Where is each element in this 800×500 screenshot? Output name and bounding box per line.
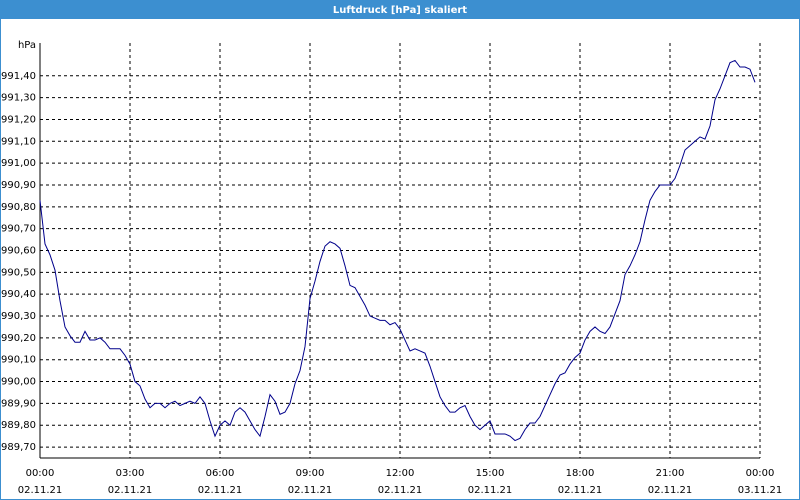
y-tick-label: 991,20 [1, 114, 36, 125]
x-tick-label: 18:00 [566, 468, 595, 479]
data-line [39, 59, 756, 442]
x-tick-label: 06:00 [206, 468, 235, 479]
x-tick-label: 15:00 [476, 468, 505, 479]
x-tick-date: 02.11.21 [648, 485, 693, 496]
y-tick-label: 990,60 [1, 246, 36, 257]
y-tick-label: 990,00 [1, 377, 36, 388]
x-tick-date: 02.11.21 [288, 485, 333, 496]
x-tick-date: 02.11.21 [198, 485, 243, 496]
y-tick-label: 990,70 [1, 224, 36, 235]
y-tick-label: 991,10 [1, 136, 36, 147]
x-tick-label: 00:00 [26, 468, 55, 479]
y-tick-label: 990,90 [1, 180, 36, 191]
x-tick-label: 21:00 [656, 468, 685, 479]
x-tick-label: 03:00 [116, 468, 145, 479]
y-tick-label: 991,40 [1, 71, 36, 82]
x-tick-label: 12:00 [386, 468, 415, 479]
y-tick-label: 991,00 [1, 158, 36, 169]
x-tick-date: 02.11.21 [378, 485, 423, 496]
x-tick-label: 00:00 [746, 468, 775, 479]
y-tick-label: 990,30 [1, 311, 36, 322]
x-tick-date: 02.11.21 [108, 485, 153, 496]
y-tick-label: 990,10 [1, 355, 36, 366]
x-tick-date: 02.11.21 [558, 485, 603, 496]
title-bar [0, 0, 800, 19]
x-tick-date: 02.11.21 [468, 485, 513, 496]
y-tick-label: 990,50 [1, 267, 36, 278]
y-tick-label: 989,80 [1, 420, 36, 431]
y-tick-label: 990,20 [1, 333, 36, 344]
x-tick-date: 02.11.21 [18, 485, 63, 496]
y-tick-label: 989,90 [1, 398, 36, 409]
y-tick-label: 990,40 [1, 289, 36, 300]
y-axis-label: hPa [18, 40, 36, 51]
y-tick-label: 989,70 [1, 442, 36, 453]
chart-title: Luftdruck [hPa] skaliert [333, 5, 467, 16]
x-tick-date: 03.11.21 [738, 485, 783, 496]
x-tick-label: 09:00 [296, 468, 325, 479]
y-tick-label: 990,80 [1, 202, 36, 213]
y-tick-label: 991,30 [1, 93, 36, 104]
